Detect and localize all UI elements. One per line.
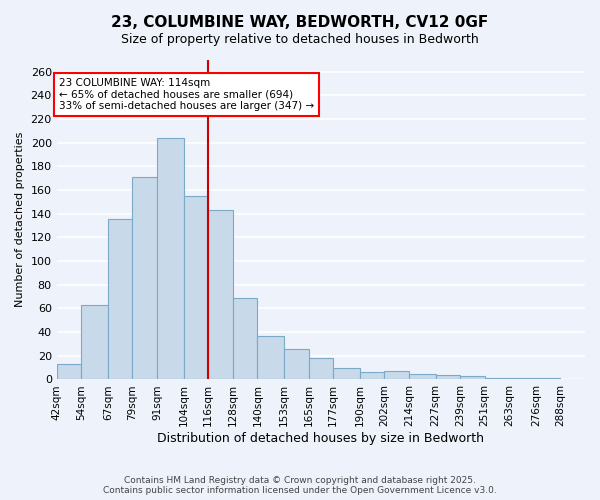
Bar [257,336,284,380]
Text: 23 COLUMBINE WAY: 114sqm
← 65% of detached houses are smaller (694)
33% of semi-: 23 COLUMBINE WAY: 114sqm ← 65% of detach… [59,78,314,111]
Bar [485,378,509,380]
Bar [409,374,436,380]
Bar [436,374,460,380]
X-axis label: Distribution of detached houses by size in Bedworth: Distribution of detached houses by size … [157,432,484,445]
Bar [56,364,81,380]
Y-axis label: Number of detached properties: Number of detached properties [15,132,25,308]
Text: Contains HM Land Registry data © Crown copyright and database right 2025.
Contai: Contains HM Land Registry data © Crown c… [103,476,497,495]
Text: 23, COLUMBINE WAY, BEDWORTH, CV12 0GF: 23, COLUMBINE WAY, BEDWORTH, CV12 0GF [112,15,488,30]
Bar [460,376,485,380]
Bar [308,358,333,380]
Bar [385,371,409,380]
Bar [133,177,157,380]
Bar [108,218,133,380]
Bar [333,368,360,380]
Bar [233,298,257,380]
Bar [536,378,560,380]
Bar [81,305,108,380]
Bar [184,196,208,380]
Bar [208,210,233,380]
Bar [360,372,385,380]
Bar [284,348,308,380]
Bar [157,138,184,380]
Bar [509,378,536,380]
Text: Size of property relative to detached houses in Bedworth: Size of property relative to detached ho… [121,32,479,46]
